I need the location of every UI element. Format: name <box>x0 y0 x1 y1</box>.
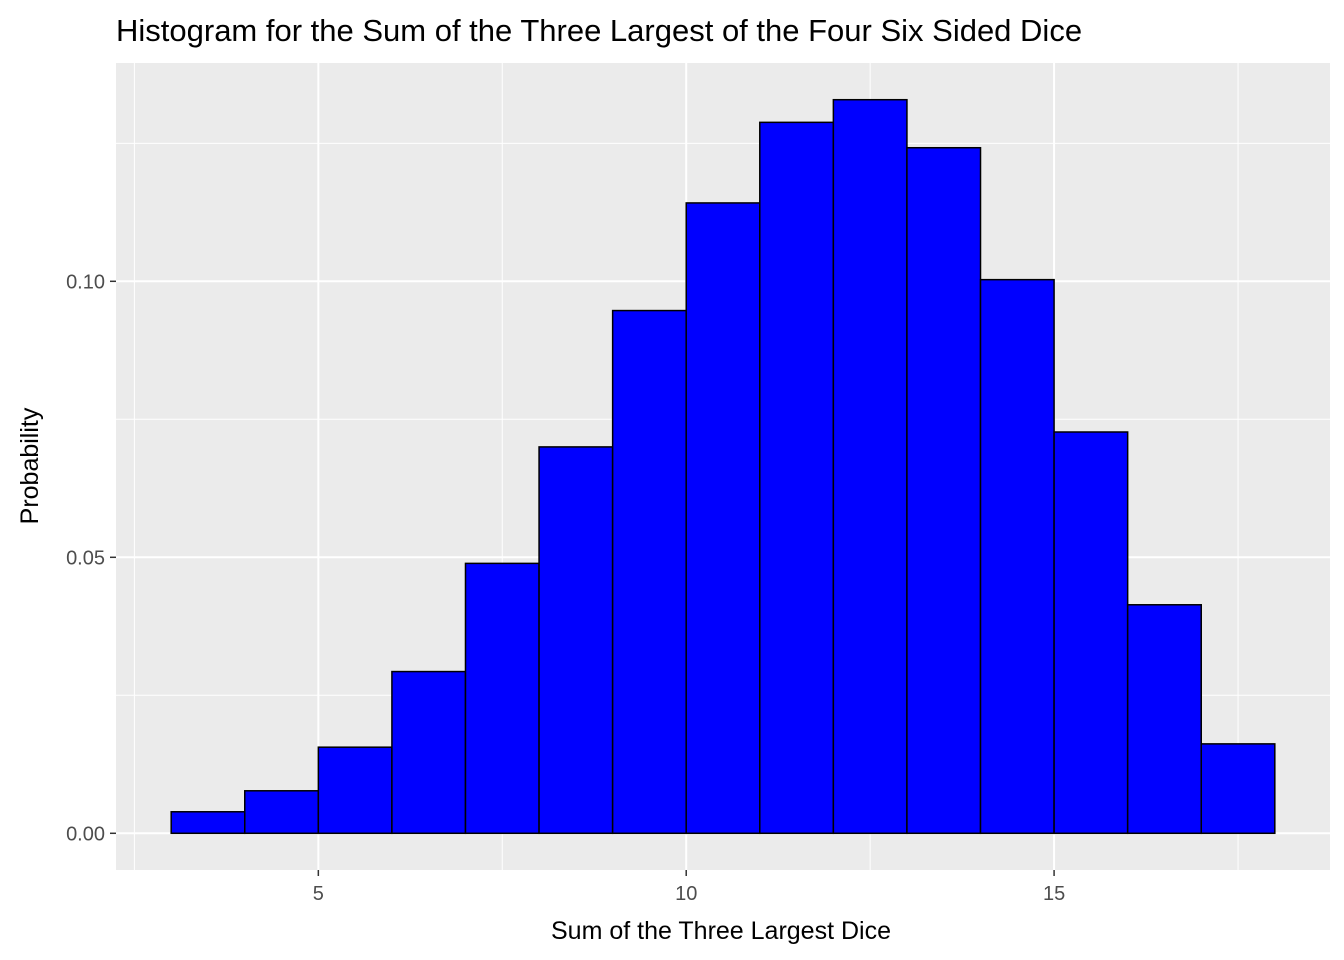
histogram-bar <box>1126 604 1202 835</box>
y-tick-label: 0.10 <box>66 271 105 293</box>
histogram-bar <box>759 121 835 835</box>
histogram-bar <box>317 746 393 835</box>
x-axis: 5 10 15 <box>313 870 1065 905</box>
histogram-bar <box>170 811 246 835</box>
histogram-bar <box>1053 431 1129 835</box>
histogram-bar <box>832 98 908 835</box>
x-tick-label: 5 <box>313 883 324 905</box>
y-axis-title: Probability <box>16 407 44 524</box>
y-tick-label: 0.05 <box>66 547 105 569</box>
histogram-bar <box>906 146 982 835</box>
histogram-bar <box>391 670 467 835</box>
histogram-bar <box>464 562 540 835</box>
histogram-bars <box>170 98 1276 835</box>
histogram-bar <box>538 446 614 835</box>
chart-title: Histogram for the Sum of the Three Large… <box>116 13 1082 48</box>
x-tick-label: 10 <box>675 883 697 905</box>
y-axis: 0.00 0.05 0.10 <box>66 271 116 845</box>
y-tick-label: 0.00 <box>66 823 105 845</box>
histogram-bar <box>244 790 320 835</box>
x-tick-label: 15 <box>1043 883 1065 905</box>
histogram-bar <box>611 309 687 835</box>
histogram-bar <box>1200 743 1276 835</box>
x-axis-title: Sum of the Three Largest Dice <box>551 917 891 945</box>
histogram-bar <box>685 202 761 835</box>
histogram-bar <box>979 278 1055 835</box>
